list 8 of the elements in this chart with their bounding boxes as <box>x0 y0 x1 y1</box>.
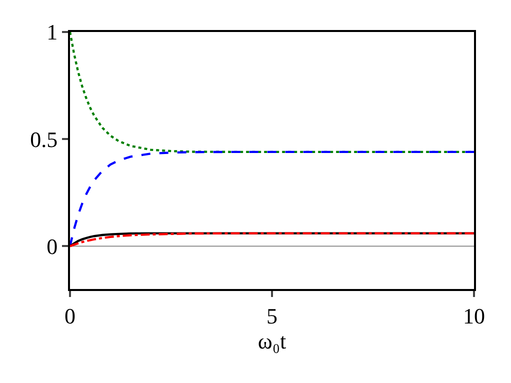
x-axis-title: ω₀t <box>258 328 286 354</box>
y-tick-label: 1 <box>46 20 58 45</box>
x-tick-label: 0 <box>64 303 76 328</box>
x-tick-label: 5 <box>266 303 278 328</box>
y-tick-label: 0.5 <box>30 126 58 152</box>
line-series <box>70 150 474 248</box>
y-tick-label: 0 <box>46 234 58 259</box>
x-tick-label: 10 <box>463 303 485 328</box>
